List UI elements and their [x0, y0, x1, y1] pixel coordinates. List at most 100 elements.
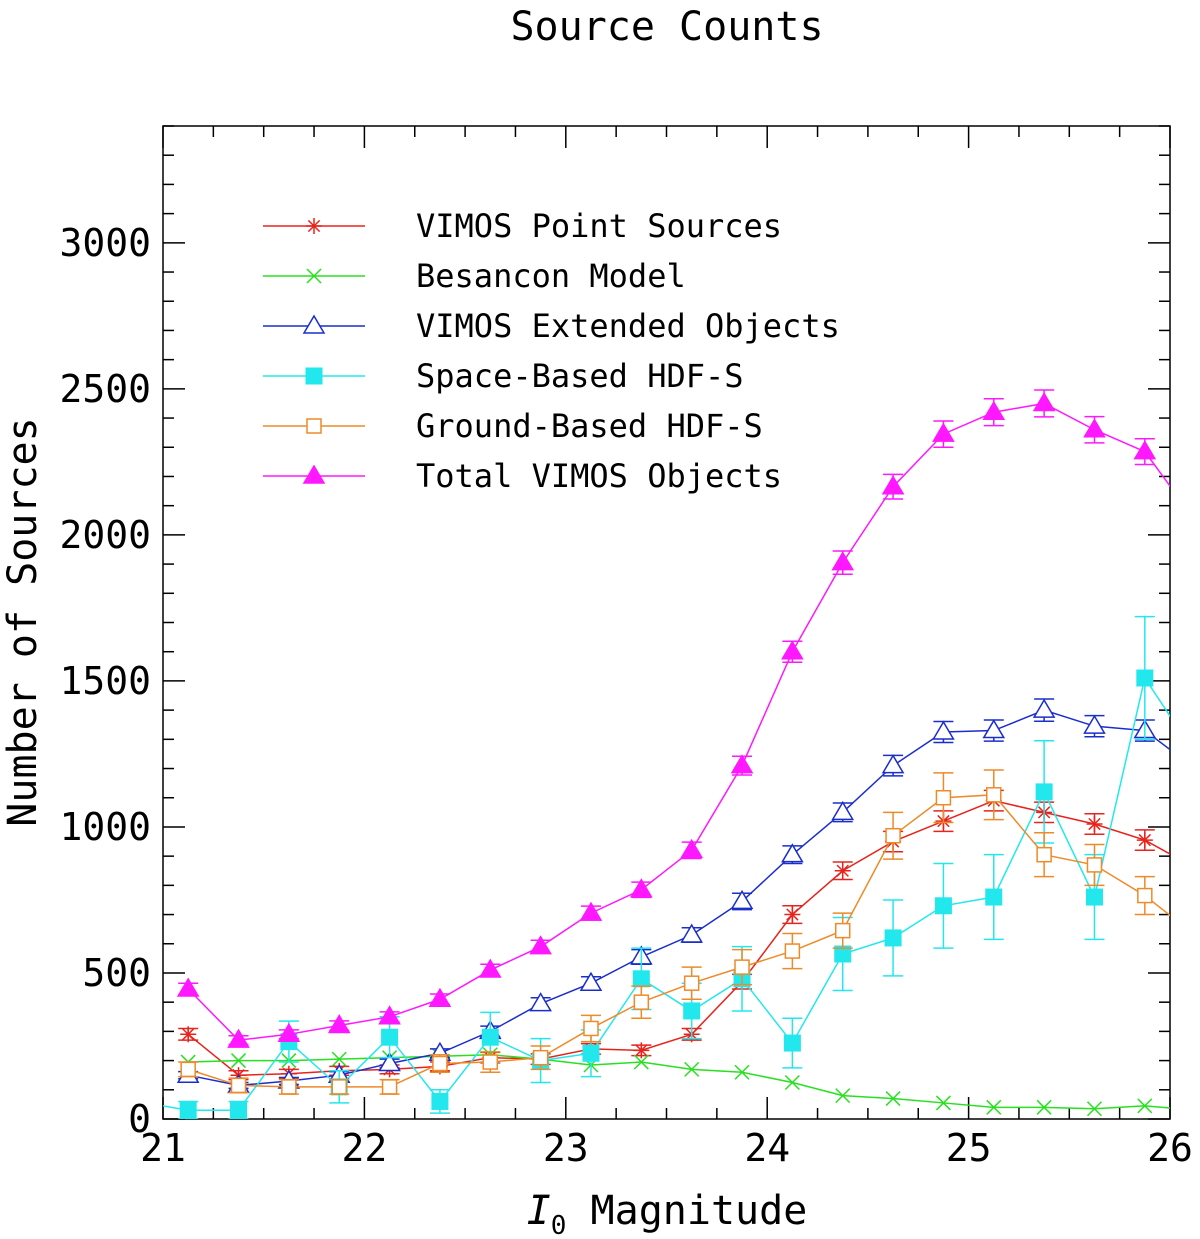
marker-shape [1083, 714, 1106, 734]
data-point [1136, 832, 1153, 849]
axis-ticks [162, 125, 1171, 1120]
x-axis-label-text: Magnitude [566, 1188, 807, 1234]
marker-shape [986, 787, 1002, 803]
data-point [633, 994, 650, 1010]
data-point [834, 862, 851, 879]
marker-stroke [331, 1051, 347, 1067]
marker-stroke [935, 1095, 951, 1111]
marker-stroke [836, 864, 849, 877]
x-tick-label: 26 [1147, 1126, 1193, 1170]
data-point [781, 843, 804, 863]
marker-shape [784, 943, 801, 959]
data-point [680, 838, 703, 859]
legend-marker [306, 268, 322, 284]
chart-title: Source Counts [510, 4, 823, 50]
data-point [327, 1014, 351, 1034]
data-point [1136, 669, 1154, 687]
data-point [831, 800, 855, 821]
marker-shape [481, 1028, 499, 1046]
y-tick-label: 2500 [59, 367, 151, 411]
data-point [1137, 887, 1153, 904]
x-axis-label: I0 Magnitude [527, 1188, 808, 1239]
marker-shape [176, 977, 200, 997]
x-axis-label-symbol: I [527, 1188, 551, 1234]
marker-shape [179, 1101, 197, 1119]
y-tick-label: 500 [82, 951, 151, 995]
data-point [784, 943, 801, 959]
marker-stroke [635, 1044, 648, 1057]
data-point [982, 719, 1006, 739]
data-point [1085, 888, 1103, 906]
marker-shape [482, 1054, 499, 1070]
legend-item: VIMOS Point Sources [263, 207, 782, 245]
legend-label: Ground-Based HDF-S [416, 407, 763, 445]
marker-shape [982, 719, 1006, 739]
data-point [180, 1026, 197, 1043]
data-point [179, 1101, 197, 1119]
marker-shape [428, 987, 452, 1008]
marker-shape [734, 959, 750, 975]
data-point [831, 551, 855, 571]
legend-item: Total VIMOS Objects [263, 457, 782, 495]
data-point [835, 1088, 851, 1104]
y-tick-label: 2000 [59, 513, 151, 557]
marker-stroke [1188, 1103, 1200, 1117]
data-point [432, 1055, 448, 1072]
data-point [783, 1034, 801, 1052]
marker-shape [781, 843, 804, 863]
data-point [230, 1053, 247, 1069]
data-point [529, 935, 552, 955]
data-point [532, 1049, 549, 1066]
error-bar [1185, 696, 1200, 813]
marker-shape [683, 975, 700, 991]
marker-shape [834, 922, 851, 939]
marker-stroke [786, 908, 799, 921]
legend-label: VIMOS Extended Objects [416, 307, 840, 345]
data-point [630, 878, 653, 898]
data-point [734, 1064, 750, 1080]
marker-shape [378, 1052, 401, 1072]
data-point [1188, 928, 1200, 942]
data-point [583, 1020, 599, 1037]
marker-shape [378, 1005, 401, 1025]
marker-stroke [230, 1053, 247, 1069]
data-point [529, 992, 552, 1012]
marker-shape [884, 929, 902, 947]
data-point [885, 827, 901, 844]
marker-shape [783, 1034, 801, 1052]
marker-shape [683, 1002, 701, 1020]
legend: VIMOS Point Sources Besancon Model VIMOS E… [263, 207, 840, 495]
legend-item: VIMOS Extended Objects [263, 307, 840, 345]
data-point [378, 1052, 401, 1072]
data-point [632, 970, 650, 988]
data-point [230, 1101, 248, 1119]
marker-shape [932, 422, 955, 442]
marker-shape [630, 878, 653, 898]
marker-shape [579, 971, 603, 991]
marker-shape [680, 838, 703, 859]
data-point [1137, 1098, 1153, 1114]
marker-shape [1036, 846, 1052, 863]
data-point [784, 1074, 800, 1091]
y-tick-label: 1500 [59, 659, 151, 703]
data-point [227, 1028, 250, 1048]
marker-shape [985, 888, 1003, 906]
marker-shape [331, 1079, 347, 1095]
marker-shape [381, 1079, 398, 1095]
data-point [378, 1005, 401, 1025]
marker-stroke [181, 1028, 195, 1041]
marker-stroke [986, 1099, 1002, 1115]
marker-stroke [734, 1064, 750, 1080]
data-point [1187, 860, 1200, 876]
data-point [1086, 1101, 1103, 1117]
tick-labels: 21 22 23 24 25 26 0 500 1000 1500 2000 2500 3000 [59, 221, 1192, 1170]
x-tick-label: 21 [140, 1126, 186, 1170]
marker-shape [478, 958, 502, 978]
marker-shape [381, 1028, 399, 1046]
marker-shape [881, 475, 905, 495]
marker-shape [1187, 746, 1200, 762]
data-point [478, 958, 502, 978]
data-point [331, 1051, 347, 1067]
data-point [730, 889, 754, 910]
marker-shape [302, 464, 326, 484]
